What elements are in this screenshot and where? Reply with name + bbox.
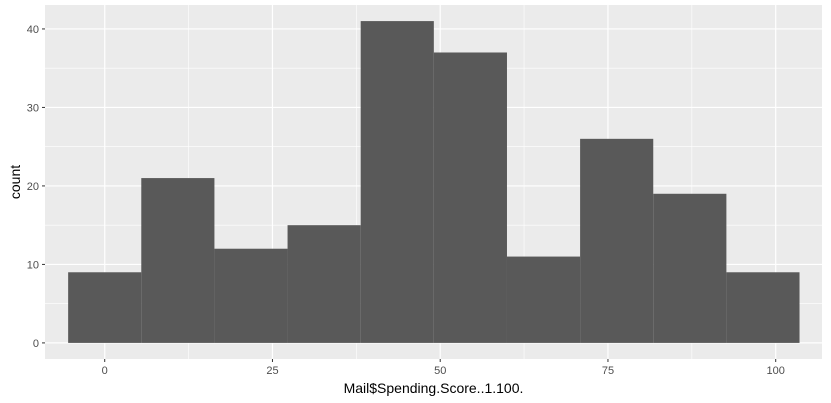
x-tick-label: 75 [602,365,614,377]
histogram-bar [653,193,727,343]
x-tick-label: 100 [767,365,785,377]
y-tick-label: 30 [27,102,39,114]
histogram-bar [433,52,507,343]
y-tick-label: 40 [27,24,39,36]
histogram-bar [506,256,581,343]
histogram-bar [287,225,361,343]
histogram-bar [214,248,288,343]
y-axis-title: count [7,165,23,199]
x-tick-label: 25 [266,365,278,377]
histogram-bar [726,272,800,343]
x-tick-label: 50 [434,365,446,377]
y-tick-label: 0 [33,338,39,350]
x-axis-title: Mail$Spending.Score..1.100. [344,380,524,396]
y-tick-label: 10 [27,259,39,271]
histogram-bar [580,138,654,343]
histogram-bar [68,272,142,343]
x-axis-ticks: 0 25 50 75 100 [102,359,785,377]
y-tick-label: 20 [27,181,39,193]
histogram-bar [360,21,434,343]
histogram-bar [141,178,215,343]
histogram-bars [68,21,800,343]
y-axis-ticks: 0 10 20 30 40 [27,24,45,350]
x-tick-label: 0 [102,365,108,377]
